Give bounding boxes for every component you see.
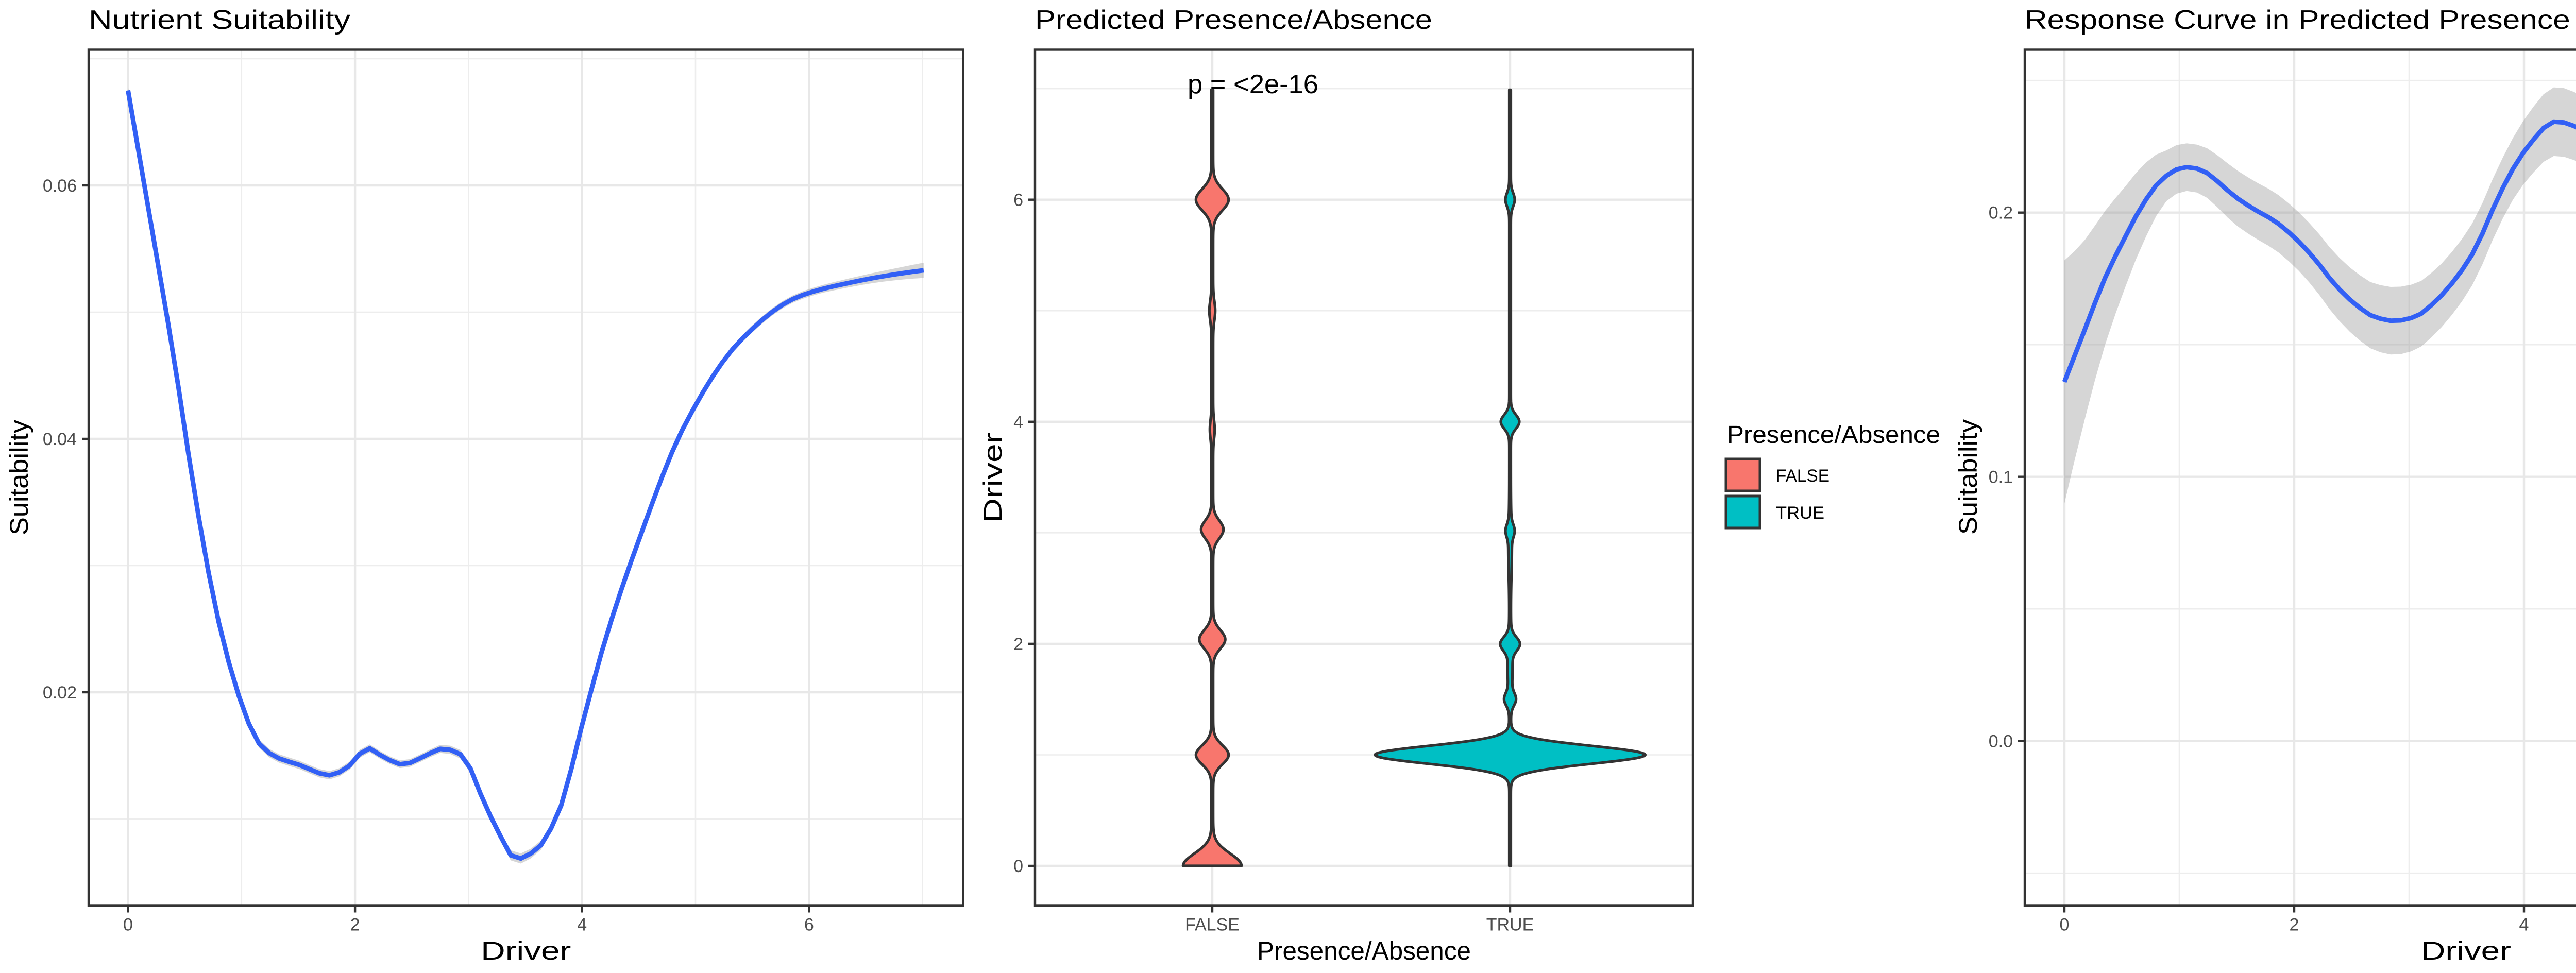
svg-text:6: 6 bbox=[804, 915, 814, 935]
svg-text:0: 0 bbox=[1013, 857, 1023, 876]
svg-text:0.2: 0.2 bbox=[1989, 203, 2013, 223]
svg-text:TRUE: TRUE bbox=[1776, 503, 1824, 523]
svg-text:4: 4 bbox=[577, 915, 587, 935]
svg-text:Response Curve in Predicted Pr: Response Curve in Predicted Presence Are… bbox=[2025, 5, 2576, 35]
svg-text:0.04: 0.04 bbox=[43, 430, 77, 449]
svg-text:0.0: 0.0 bbox=[1989, 732, 2013, 752]
svg-text:2: 2 bbox=[350, 915, 360, 935]
svg-text:Driver: Driver bbox=[978, 433, 1007, 523]
svg-text:p = <2e-16: p = <2e-16 bbox=[1188, 70, 1318, 99]
svg-text:0.1: 0.1 bbox=[1989, 468, 2013, 487]
svg-text:0: 0 bbox=[123, 915, 133, 935]
svg-text:4: 4 bbox=[1013, 413, 1023, 432]
svg-text:0: 0 bbox=[2060, 915, 2070, 935]
svg-text:Driver: Driver bbox=[481, 936, 571, 965]
svg-text:FALSE: FALSE bbox=[1776, 466, 1829, 486]
svg-text:Driver: Driver bbox=[2421, 936, 2511, 965]
svg-text:Predicted Presence/Absence: Predicted Presence/Absence bbox=[1035, 5, 1432, 35]
svg-text:Nutrient Suitability: Nutrient Suitability bbox=[89, 5, 350, 35]
svg-text:0.06: 0.06 bbox=[43, 176, 77, 196]
svg-text:4: 4 bbox=[2519, 915, 2529, 935]
svg-text:FALSE: FALSE bbox=[1185, 915, 1240, 935]
svg-text:Presence/Absence: Presence/Absence bbox=[1727, 421, 1940, 449]
svg-text:6: 6 bbox=[1013, 191, 1023, 210]
svg-text:Suitability: Suitability bbox=[1954, 419, 1982, 535]
svg-text:2: 2 bbox=[1013, 635, 1023, 654]
svg-text:Presence/Absence: Presence/Absence bbox=[1257, 936, 1471, 965]
svg-text:2: 2 bbox=[2290, 915, 2299, 935]
svg-text:Suitability: Suitability bbox=[5, 420, 33, 535]
svg-text:0.02: 0.02 bbox=[43, 683, 77, 703]
svg-text:TRUE: TRUE bbox=[1486, 915, 1534, 935]
